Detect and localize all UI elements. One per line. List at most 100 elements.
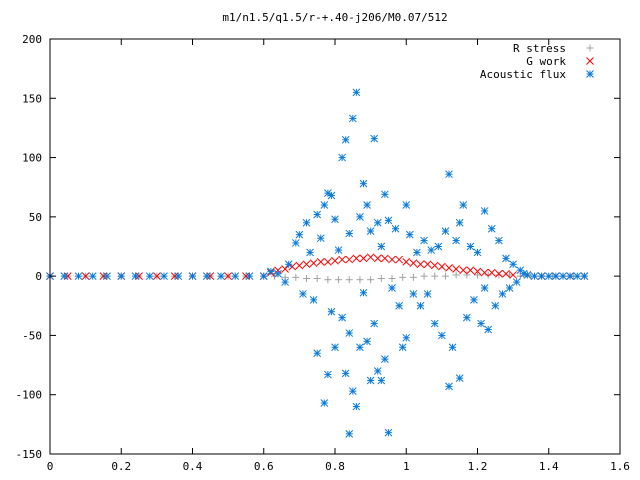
data-point [99, 272, 108, 280]
data-point [356, 276, 364, 284]
data-point [245, 272, 254, 280]
data-point [309, 259, 318, 267]
data-point [395, 301, 403, 310]
data-point [274, 266, 282, 275]
data-point [352, 88, 361, 97]
data-point [145, 272, 154, 280]
data-point [509, 260, 517, 269]
data-point [516, 272, 524, 280]
data-point [402, 333, 411, 342]
data-point [363, 337, 371, 346]
x-tick-label: 0.2 [111, 460, 131, 473]
data-point [331, 256, 339, 265]
data-point [409, 273, 417, 281]
data-point [523, 271, 532, 279]
data-point [352, 402, 361, 411]
legend-label: G work [526, 55, 566, 68]
data-point [402, 201, 411, 209]
data-point [420, 272, 428, 280]
data-point [274, 269, 282, 278]
data-point [313, 349, 322, 358]
data-point [484, 325, 493, 334]
data-point [423, 260, 432, 269]
x-tick-label: 1.6 [610, 460, 630, 473]
data-point [338, 255, 346, 264]
data-point [373, 218, 382, 227]
data-point [413, 248, 421, 257]
data-point [324, 258, 332, 266]
data-point [338, 153, 346, 162]
data-point [470, 296, 478, 304]
data-point [320, 399, 329, 407]
data-point [206, 272, 215, 280]
data-point [309, 296, 318, 304]
legend-label: Acoustic flux [480, 68, 566, 81]
data-point [452, 265, 460, 273]
data-point [217, 272, 225, 280]
data-point [348, 114, 357, 123]
data-point [267, 267, 275, 276]
data-point [381, 355, 389, 363]
data-point [366, 376, 375, 385]
data-point [313, 210, 322, 219]
data-point [566, 272, 574, 280]
data-point [462, 313, 471, 322]
data-point [391, 224, 400, 233]
legend-marker [586, 57, 594, 65]
data-point [580, 272, 589, 280]
data-point [334, 246, 343, 254]
data-point [434, 242, 443, 251]
data-point [135, 272, 143, 280]
data-point [502, 269, 510, 278]
data-point [430, 319, 439, 328]
plot-area [46, 88, 589, 438]
data-point [491, 301, 500, 310]
data-point [60, 272, 69, 280]
data-point [484, 271, 492, 279]
data-point [445, 382, 453, 391]
data-point [174, 272, 183, 280]
data-point [81, 272, 90, 280]
data-point [381, 254, 389, 263]
data-point [487, 268, 496, 277]
data-point [537, 272, 546, 280]
data-point [459, 201, 468, 209]
chart-title: m1/n1.5/q1.5/r-+.40-j206/M0.07/512 [222, 11, 447, 24]
axis-ticks: 0 0.2 0.4 0.6 0.8 1 1.2 1.4 1.6 -150 -100 -50 0 50 100… [16, 33, 630, 473]
data-point [359, 254, 368, 263]
data-point [366, 253, 375, 262]
data-point [341, 135, 350, 144]
data-point [231, 272, 240, 280]
data-point [452, 271, 460, 279]
data-point [327, 191, 336, 200]
data-point [224, 272, 232, 280]
data-point [480, 207, 489, 215]
data-point [477, 319, 485, 328]
data-point [505, 284, 514, 292]
data-point [320, 201, 329, 209]
x-tick-label: 0.4 [183, 460, 203, 473]
data-point [402, 258, 411, 266]
data-point [188, 272, 197, 280]
data-point [302, 260, 311, 269]
data-point [509, 271, 517, 279]
data-point [474, 271, 481, 279]
data-point [552, 272, 560, 280]
data-point [292, 273, 300, 281]
legend-marker [586, 70, 594, 78]
data-point [313, 275, 321, 283]
data-point [299, 290, 307, 298]
data-point [103, 272, 111, 280]
x-tick-label: 0 [47, 460, 54, 473]
data-point [473, 248, 482, 257]
data-point [345, 429, 354, 438]
data-point [74, 272, 83, 280]
data-point [345, 329, 354, 337]
data-point [455, 374, 464, 382]
data-point [388, 284, 396, 292]
data-point [370, 319, 379, 328]
data-point [423, 290, 432, 298]
legend-marker [586, 44, 594, 52]
data-point [348, 387, 357, 396]
